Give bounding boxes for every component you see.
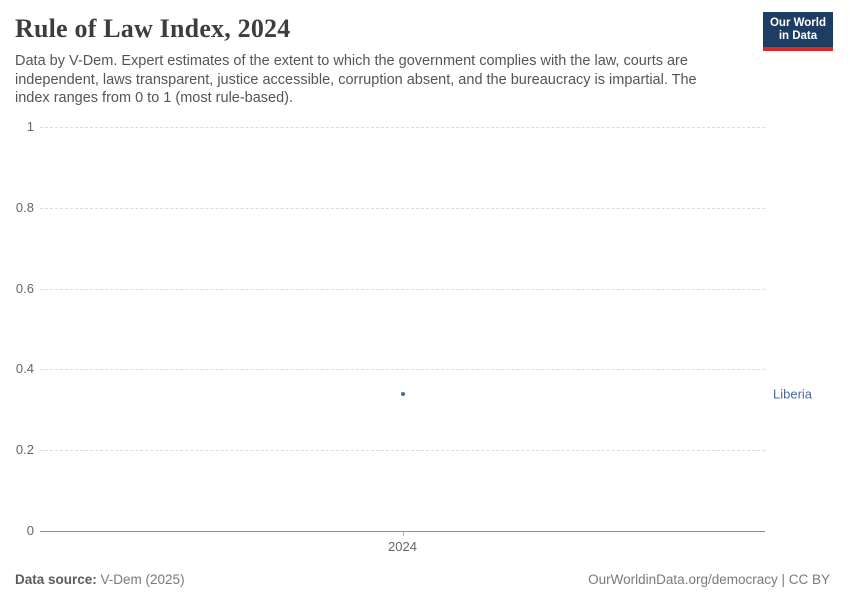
owid-logo-line2: in Data: [778, 30, 818, 42]
gridline: [40, 288, 765, 290]
gridline: [40, 127, 765, 128]
data-source: Data source: V-Dem (2025): [15, 572, 185, 587]
y-tick-label: 0.8: [15, 199, 34, 215]
plot-area: 2024 Liberia 0 0.2 0.4 0.6 0.8 1: [16, 119, 812, 554]
entity-label-liberia[interactable]: Liberia: [773, 386, 813, 402]
gridline: [40, 369, 765, 371]
x-tick-mark: [402, 531, 404, 536]
chart-title: Rule of Law Index, 2024: [15, 14, 291, 43]
owid-logo[interactable]: Our World in Data: [762, 12, 833, 51]
data-source-label: Data source:: [15, 572, 97, 587]
y-tick-label: 0: [26, 522, 34, 538]
gridline: [40, 207, 765, 209]
data-point-liberia[interactable]: [400, 391, 405, 396]
gridline: [40, 450, 765, 452]
y-tick-label: 0.2: [15, 441, 34, 457]
data-source-value: V-Dem (2025): [96, 572, 185, 587]
y-tick-label: 1: [26, 118, 34, 134]
x-axis-line: [40, 531, 765, 532]
owid-credit-link[interactable]: OurWorldinData.org/democracy | CC BY: [588, 572, 830, 587]
owid-logo-line1: Our World: [769, 17, 826, 29]
y-tick-label: 0.4: [15, 361, 34, 377]
y-tick-label: 0.6: [15, 280, 34, 296]
chart-subtitle: Data by V-Dem. Expert estimates of the e…: [15, 53, 697, 106]
chart-footer: Data source: V-Dem (2025) OurWorldinData…: [15, 572, 830, 587]
x-tick-label: 2024: [388, 539, 417, 554]
